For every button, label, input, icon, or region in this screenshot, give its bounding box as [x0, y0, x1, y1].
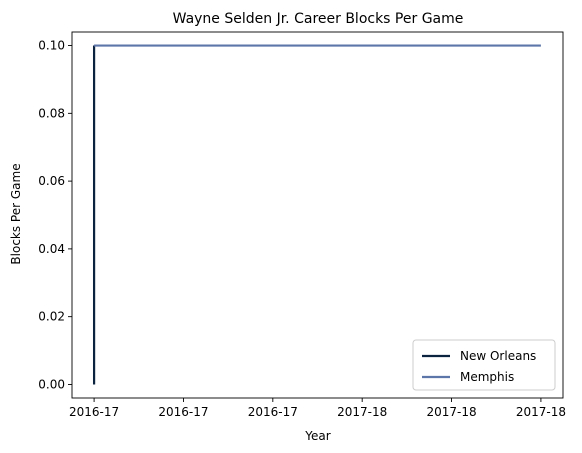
- y-tick-label: 0.00: [38, 377, 65, 391]
- x-tick-label: 2016-17: [69, 405, 119, 419]
- x-tick-label: 2016-17: [158, 405, 208, 419]
- legend: New Orleans Memphis: [412, 339, 556, 391]
- x-tick-label: 2016-17: [248, 405, 298, 419]
- legend-label-2: Memphis: [460, 370, 514, 384]
- x-tick-label: 2017-18: [337, 405, 387, 419]
- y-tick-label: 0.04: [38, 242, 65, 256]
- chart-title: Wayne Selden Jr. Career Blocks Per Game: [173, 11, 464, 27]
- y-tick-label: 0.08: [38, 106, 65, 120]
- legend-label-1: New Orleans: [460, 349, 536, 363]
- x-tick-label: 2017-18: [426, 405, 476, 419]
- y-tick-label: 0.06: [38, 174, 65, 188]
- x-tick-label: 2017-18: [516, 405, 566, 419]
- plot-frame: [71, 31, 564, 399]
- y-tick-label: 0.10: [38, 39, 65, 53]
- y-tick-label: 0.02: [38, 310, 65, 324]
- y-axis-label: Blocks Per Game: [9, 163, 23, 264]
- x-axis-label: Year: [304, 429, 330, 443]
